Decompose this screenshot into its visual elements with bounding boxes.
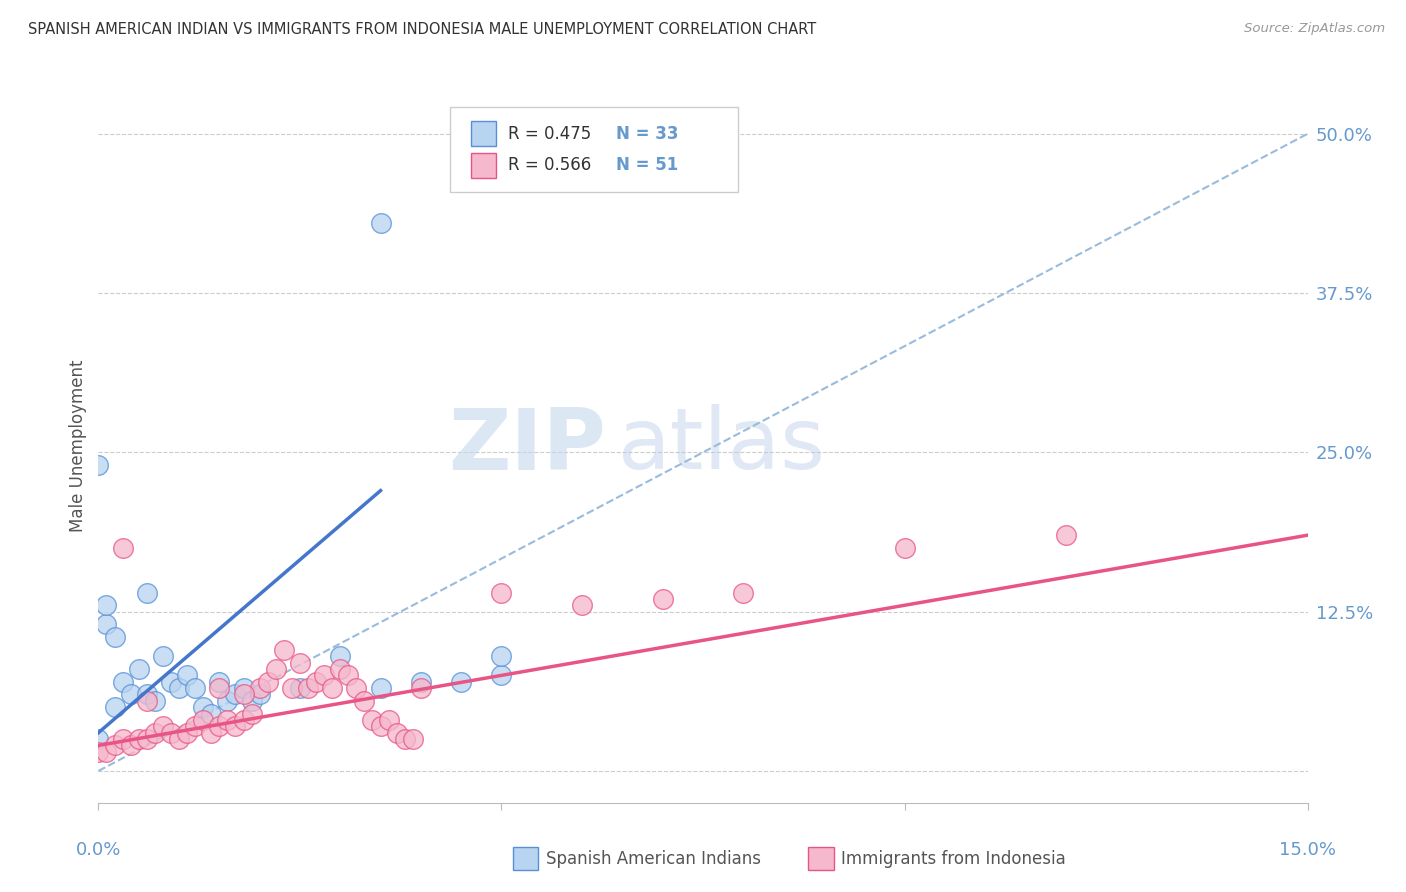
Text: R = 0.566: R = 0.566 [508,156,591,174]
Point [281,681,304,695]
Text: N = 33: N = 33 [616,125,678,143]
Point [135,585,157,599]
Point [87,745,110,759]
Point [370,681,392,695]
Point [176,725,198,739]
Point [353,694,375,708]
Point [143,694,166,708]
Point [264,662,287,676]
Point [200,725,222,739]
Point [240,694,263,708]
Point [385,725,408,739]
Point [184,719,207,733]
Point [288,656,311,670]
Point [193,700,215,714]
Point [193,713,215,727]
Point [491,585,513,599]
Text: R = 0.475: R = 0.475 [508,125,591,143]
Point [409,674,432,689]
Point [208,674,231,689]
Point [256,674,278,689]
Point [87,732,110,747]
Point [87,458,110,472]
Point [249,681,271,695]
Point [208,681,231,695]
Point [176,668,198,682]
Point [135,688,157,702]
Point [120,739,142,753]
Point [160,674,183,689]
Point [361,713,384,727]
Point [232,688,254,702]
Point [224,688,246,702]
Point [305,674,328,689]
Point [167,732,190,747]
Point [370,216,392,230]
Point [217,713,239,727]
Point [224,719,246,733]
Point [96,745,118,759]
Point [450,674,472,689]
Point [143,725,166,739]
Point [135,732,157,747]
Point [111,732,134,747]
Point [160,725,183,739]
Point [152,719,174,733]
Point [394,732,416,747]
Point [111,674,134,689]
Point [491,649,513,664]
Point [1054,528,1077,542]
Point [402,732,425,747]
Point [96,599,118,613]
Point [240,706,263,721]
Point [96,617,118,632]
Text: 0.0%: 0.0% [76,841,121,859]
Point [377,713,399,727]
Point [571,599,593,613]
Text: Immigrants from Indonesia: Immigrants from Indonesia [841,850,1066,868]
Point [329,649,352,664]
Point [491,668,513,682]
Text: Source: ZipAtlas.com: Source: ZipAtlas.com [1244,22,1385,36]
Point [288,681,311,695]
Point [128,662,150,676]
Text: 15.0%: 15.0% [1279,841,1336,859]
Point [314,668,336,682]
Point [111,541,134,555]
Point [344,681,367,695]
Point [893,541,915,555]
Point [120,688,142,702]
Point [232,713,254,727]
Text: SPANISH AMERICAN INDIAN VS IMMIGRANTS FROM INDONESIA MALE UNEMPLOYMENT CORRELATI: SPANISH AMERICAN INDIAN VS IMMIGRANTS FR… [28,22,817,37]
Point [297,681,319,695]
Point [651,591,673,606]
Point [128,732,150,747]
Point [370,719,392,733]
Point [152,649,174,664]
Point [184,681,207,695]
Point [217,694,239,708]
Point [208,719,231,733]
Point [103,739,125,753]
Text: atlas: atlas [619,404,827,488]
Text: Spanish American Indians: Spanish American Indians [546,850,761,868]
Point [103,630,125,644]
Point [321,681,343,695]
Point [249,688,271,702]
Point [103,700,125,714]
Point [329,662,352,676]
Text: N = 51: N = 51 [616,156,678,174]
Point [232,681,254,695]
Point [200,706,222,721]
Point [409,681,432,695]
Point [273,643,295,657]
Point [733,585,755,599]
Text: ZIP: ZIP [449,404,606,488]
Point [135,694,157,708]
Point [337,668,360,682]
Y-axis label: Male Unemployment: Male Unemployment [69,359,87,533]
Point [167,681,190,695]
